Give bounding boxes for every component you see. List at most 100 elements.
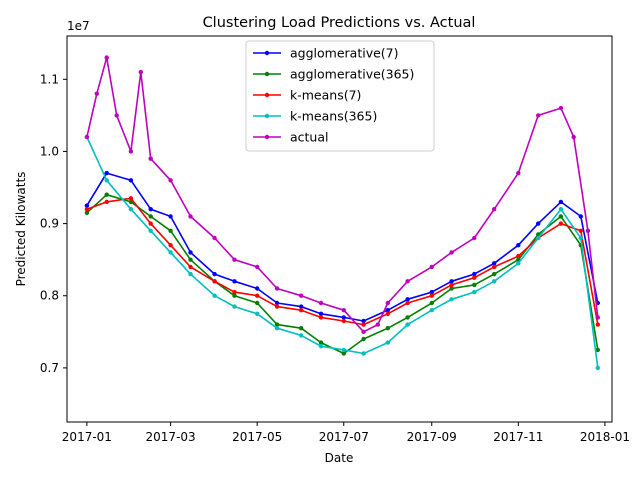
- data-point-agglomerative-7: [212, 271, 217, 277]
- data-point-k-means-365: [104, 178, 109, 183]
- data-point-agglomerative-7: [449, 279, 454, 284]
- data-point-k-means-7: [492, 264, 497, 270]
- y-axis: 0.7 0.8 0.9 1.0 1.1: [40, 72, 67, 375]
- data-point-k-means-365: [449, 297, 454, 302]
- data-point-k-means-365: [299, 333, 304, 338]
- data-point-agglomerative-7: [274, 300, 280, 306]
- data-point-k-means-365: [341, 347, 346, 353]
- data-point-actual: [299, 293, 304, 298]
- data-point-actual: [492, 207, 497, 212]
- data-point-actual: [255, 264, 260, 270]
- data-point-agglomerative-365: [274, 322, 280, 327]
- data-point-k-means-7: [318, 315, 324, 320]
- legend-item-agglomerative-365: agglomerative(365): [253, 67, 414, 82]
- data-point-actual: [128, 149, 134, 154]
- data-point-agglomerative-7: [361, 318, 366, 324]
- data-point-agglomerative-7: [255, 286, 260, 291]
- legend-marker: [264, 92, 270, 98]
- data-point-agglomerative-7: [429, 289, 434, 295]
- x-axis: 2017-01 2017-03 2017-05 2017-07 2017-09 2017-…: [62, 422, 630, 444]
- data-point-actual: [212, 235, 217, 241]
- legend-marker: [264, 71, 270, 77]
- data-point-actual: [571, 134, 576, 140]
- data-point-agglomerative-7: [536, 221, 541, 226]
- data-point-k-means-365: [188, 271, 193, 277]
- x-tick-label: 2017-03: [146, 430, 196, 444]
- data-point-k-means-365: [595, 365, 600, 371]
- data-point-k-means-365: [536, 235, 541, 241]
- data-point-agglomerative-365: [429, 300, 434, 306]
- data-point-actual: [138, 69, 143, 75]
- data-point-agglomerative-7: [341, 315, 346, 320]
- data-point-actual: [361, 329, 366, 334]
- data-point-actual: [318, 300, 324, 306]
- data-point-k-means-365: [516, 261, 521, 266]
- data-point-agglomerative-365: [84, 210, 90, 215]
- data-point-k-means-365: [168, 250, 173, 255]
- data-point-k-means-7: [341, 318, 346, 324]
- data-point-k-means-7: [516, 253, 521, 259]
- data-point-agglomerative-7: [104, 170, 109, 176]
- data-point-k-means-7: [255, 293, 260, 298]
- data-point-k-means-365: [558, 207, 564, 212]
- data-point-agglomerative-7: [578, 214, 583, 219]
- data-point-agglomerative-7: [128, 178, 134, 183]
- data-point-actual: [104, 55, 109, 60]
- data-point-k-means-7: [188, 264, 193, 270]
- data-point-k-means-7: [558, 221, 564, 226]
- data-point-agglomerative-365: [405, 315, 410, 320]
- data-point-k-means-365: [429, 308, 434, 313]
- data-point-k-means-7: [274, 304, 280, 309]
- data-point-actual: [375, 322, 380, 327]
- data-point-k-means-365: [232, 304, 237, 309]
- legend: agglomerative(7) agglomerative(365) k-mean…: [245, 40, 435, 152]
- data-point-agglomerative-365: [558, 214, 564, 219]
- data-point-k-means-7: [385, 311, 390, 316]
- data-point-actual: [84, 134, 90, 140]
- data-point-agglomerative-7: [516, 243, 521, 248]
- y-tick-label: 0.8: [40, 289, 59, 303]
- data-point-k-means-365: [274, 326, 280, 331]
- data-point-actual: [558, 105, 564, 111]
- data-point-k-means-365: [578, 235, 583, 241]
- data-point-agglomerative-365: [168, 228, 173, 233]
- data-point-actual: [232, 257, 237, 262]
- data-point-k-means-7: [595, 322, 600, 327]
- data-point-agglomerative-7: [168, 214, 173, 219]
- legend-item-k-means-365: k-means(365): [253, 109, 377, 124]
- x-axis-label: Date: [325, 451, 354, 465]
- legend-label: k-means(365): [290, 109, 377, 124]
- data-point-agglomerative-7: [385, 308, 390, 313]
- data-point-k-means-7: [168, 243, 173, 248]
- data-point-k-means-7: [299, 308, 304, 313]
- legend-marker: [264, 113, 270, 119]
- x-tick-label: 2017-01: [62, 430, 112, 444]
- legend-label: agglomerative(7): [290, 46, 398, 61]
- data-point-agglomerative-7: [84, 203, 90, 208]
- data-point-agglomerative-7: [299, 304, 304, 309]
- data-point-agglomerative-365: [104, 192, 109, 197]
- data-point-actual: [188, 214, 193, 219]
- data-point-agglomerative-365: [492, 271, 497, 277]
- data-point-k-means-7: [361, 322, 366, 327]
- legend-item-actual: actual: [253, 130, 329, 145]
- legend-label: k-means(7): [290, 88, 361, 103]
- data-point-actual: [405, 279, 410, 284]
- x-tick-label: 2017-11: [493, 430, 543, 444]
- x-tick-label: 2017-09: [407, 430, 457, 444]
- data-point-agglomerative-365: [318, 340, 324, 345]
- data-point-k-means-7: [84, 207, 90, 212]
- data-point-agglomerative-7: [405, 297, 410, 302]
- data-point-k-means-365: [385, 340, 390, 345]
- data-point-agglomerative-7: [318, 311, 324, 316]
- data-point-k-means-7: [405, 300, 410, 306]
- legend-marker: [264, 50, 270, 56]
- legend-frame: [245, 40, 435, 152]
- data-point-k-means-7: [128, 196, 134, 201]
- data-point-k-means-365: [472, 289, 477, 295]
- data-point-agglomerative-365: [341, 351, 346, 356]
- legend-label: actual: [290, 130, 329, 145]
- data-point-k-means-7: [449, 282, 454, 288]
- data-point-agglomerative-365: [385, 326, 390, 331]
